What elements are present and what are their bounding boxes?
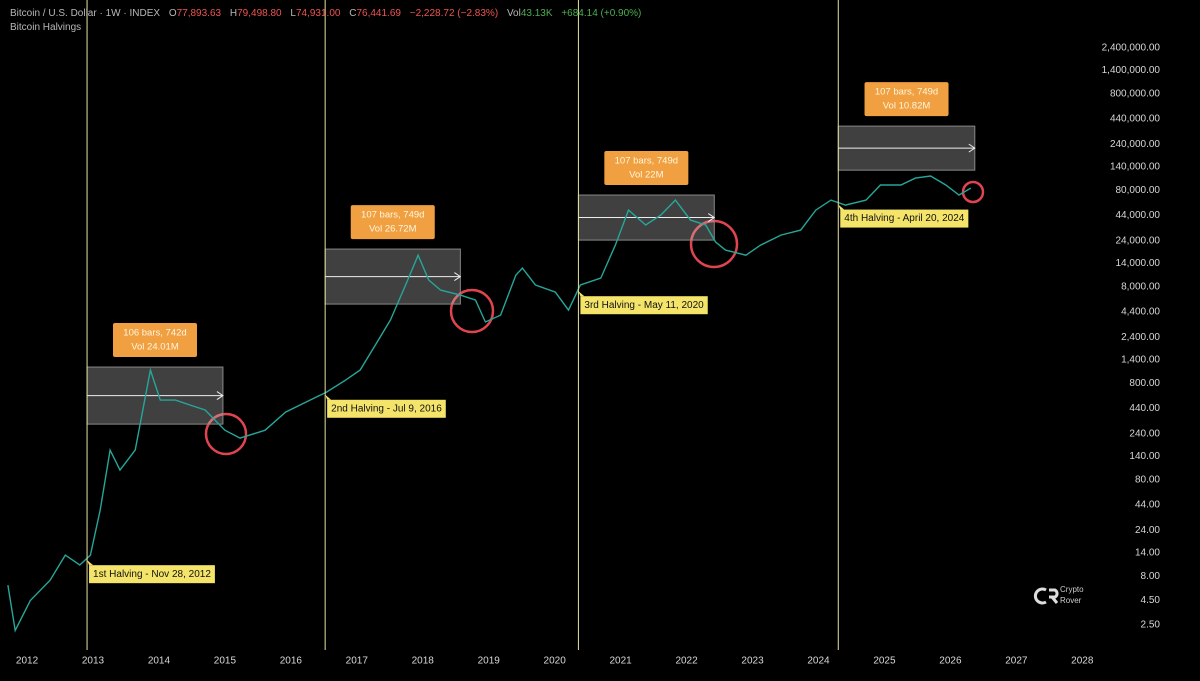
- y-tick-label: 2.50: [1141, 620, 1161, 631]
- ohlc-label: H: [229, 8, 238, 19]
- x-tick-label: 2019: [478, 656, 501, 667]
- y-tick-label: 8,000.00: [1121, 282, 1160, 293]
- x-tick-label: 2021: [609, 656, 632, 667]
- y-tick-label: 800.00: [1129, 378, 1160, 389]
- x-tick-label: 2015: [214, 656, 237, 667]
- y-tick-label: 24,000.00: [1116, 236, 1161, 247]
- ohlc-value: 77,893.63: [176, 8, 222, 19]
- halving-label-pointer: [578, 291, 585, 297]
- y-tick-label: 80.00: [1135, 475, 1160, 486]
- halving-label: 1st Halving - Nov 28, 2012: [93, 569, 211, 580]
- range-arrowhead: [968, 143, 976, 153]
- y-tick-label: 800,000.00: [1110, 89, 1160, 100]
- y-tick-label: 14,000.00: [1116, 258, 1161, 269]
- y-tick-label: 440,000.00: [1110, 114, 1160, 125]
- range-bars-label: 107 bars, 749d: [615, 156, 678, 167]
- logo-r: [1049, 588, 1059, 604]
- highlight-circle: [961, 180, 985, 204]
- y-tick-label: 14.00: [1135, 548, 1160, 559]
- x-tick-label: 2012: [16, 656, 39, 667]
- x-tick-label: 2024: [807, 656, 830, 667]
- ohlc-value: 76,441.69: [356, 8, 401, 19]
- range-bars-label: 107 bars, 749d: [875, 87, 938, 98]
- y-tick-label: 4,400.00: [1121, 307, 1160, 318]
- y-tick-label: 2,400.00: [1121, 332, 1160, 343]
- y-tick-label: 4.50: [1141, 595, 1161, 606]
- x-tick-label: 2017: [346, 656, 369, 667]
- x-tick-label: 2028: [1071, 656, 1094, 667]
- range-arrowhead: [454, 272, 462, 281]
- x-tick-label: 2014: [148, 656, 171, 667]
- highlight-circles: [204, 180, 985, 456]
- y-tick-label: 2,400,000.00: [1102, 43, 1161, 54]
- ohlc-label: L: [290, 8, 296, 19]
- symbol: Bitcoin / U.S. Dollar · 1W · INDEX: [10, 8, 161, 19]
- indicator-name: Bitcoin Halvings: [10, 22, 82, 33]
- highlight-circle: [449, 288, 495, 334]
- x-tick-label: 2022: [675, 656, 698, 667]
- y-tick-label: 24.00: [1135, 525, 1160, 536]
- watermark-text: Rover: [1060, 596, 1082, 605]
- y-tick-label: 140,000.00: [1110, 162, 1160, 173]
- ohlc-label: C: [349, 8, 357, 19]
- y-tick-label: 1,400,000.00: [1102, 65, 1161, 76]
- range-label-box: [350, 205, 435, 240]
- ohlc-value: 74,931.00: [295, 8, 341, 19]
- halving-label-box: [89, 565, 215, 584]
- halving-label-pointer: [325, 394, 332, 400]
- x-tick-label: 2023: [741, 656, 764, 667]
- range-volume-label: Vol 24.01M: [131, 342, 179, 353]
- ohlc-value: 79,498.80: [237, 8, 282, 19]
- range-label-box: [864, 82, 949, 117]
- x-tick-label: 2027: [1005, 656, 1028, 667]
- halving-label: 2nd Halving - Jul 9, 2016: [331, 403, 442, 414]
- y-tick-label: 80,000.00: [1116, 185, 1161, 196]
- volume-label: Vol: [506, 8, 521, 19]
- range-arrowhead: [708, 213, 716, 222]
- range-bars-label: 107 bars, 749d: [361, 210, 424, 221]
- legend-header: Bitcoin / U.S. Dollar · 1W · INDEX O77,8…: [10, 7, 641, 35]
- range-label-box: [112, 323, 197, 358]
- y-tick-label: 240,000.00: [1110, 139, 1160, 150]
- halving-label: 3rd Halving - May 11, 2020: [584, 300, 704, 311]
- y-tick-label: 44.00: [1135, 500, 1160, 511]
- price-line: [7, 175, 972, 633]
- x-tick-label: 2025: [873, 656, 896, 667]
- x-tick-label: 2020: [544, 656, 567, 667]
- highlight-circle: [204, 412, 248, 456]
- x-tick-label: 2016: [280, 656, 303, 667]
- volume-change: +684.14 (+0.90%): [561, 8, 642, 19]
- range-bars-label: 106 bars, 742d: [123, 328, 186, 339]
- logo-c: [1033, 587, 1047, 605]
- ohlc-row: Bitcoin / U.S. Dollar · 1W · INDEX O77,8…: [10, 7, 641, 21]
- change: −2,228.72 (−2.83%): [409, 8, 499, 19]
- y-tick-label: 240.00: [1129, 429, 1160, 440]
- volume-value: 43.13K: [520, 8, 553, 19]
- y-tick-label: 440.00: [1129, 403, 1160, 414]
- halving-label-box: [580, 296, 708, 315]
- y-tick-label: 44,000.00: [1116, 210, 1161, 221]
- halving-label-pointer: [838, 204, 845, 210]
- watermark-text: Crypto: [1060, 585, 1084, 594]
- watermark-logo: [1033, 587, 1059, 605]
- halving-label-box: [840, 209, 969, 228]
- x-tick-label: 2026: [939, 656, 962, 667]
- range-arrowhead: [216, 391, 224, 401]
- ohlc-label: O: [168, 8, 177, 19]
- x-tick-label: 2013: [82, 656, 105, 667]
- halving-label: 4th Halving - April 20, 2024: [844, 213, 965, 224]
- y-tick-label: 8.00: [1141, 571, 1161, 582]
- range-label-box: [604, 151, 689, 186]
- halving-label-box: [327, 399, 446, 418]
- halving-label-pointer: [87, 560, 94, 566]
- range-volume-label: Vol 26.72M: [369, 224, 417, 235]
- range-volume-label: Vol 10.82M: [883, 101, 931, 112]
- range-volume-label: Vol 22M: [629, 170, 663, 181]
- y-tick-label: 140.00: [1129, 451, 1160, 462]
- y-tick-label: 1,400.00: [1121, 355, 1160, 366]
- x-tick-label: 2018: [412, 656, 435, 667]
